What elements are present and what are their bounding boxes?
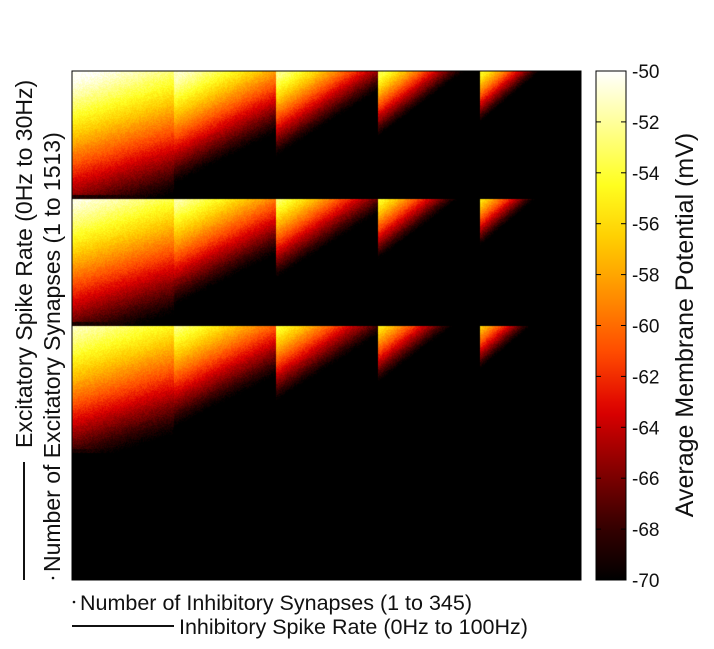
- x-label-marker-dot: [72, 600, 76, 604]
- colorbar-tick-label: -68: [632, 520, 659, 541]
- x-axis-label-primary: Number of Inhibitory Synapses (1 to 345): [80, 591, 472, 615]
- y-axis-label-secondary: Number of Excitatory Synapses (1 to 1513…: [39, 132, 65, 572]
- colorbar-tick-label: -70: [632, 571, 659, 592]
- colorbar-tick-label: -54: [632, 164, 660, 185]
- y-axis: Excitatory Spike Rate (0Hz to 30Hz) Numb…: [11, 80, 65, 580]
- y-label-marker-dot: [51, 576, 55, 580]
- colorbar: -50 -52 -54 -56 -58 -60 -62 -64 -66 -68 -70 Averag…: [595, 62, 699, 592]
- x-axis-label-secondary: Inhibitory Spike Rate (0Hz to 100Hz): [179, 615, 528, 639]
- x-axis: Number of Inhibitory Synapses (1 to 345)…: [72, 591, 528, 639]
- colorbar-tick-label: -64: [632, 418, 660, 439]
- colorbar-tick-label: -56: [632, 215, 659, 236]
- colorbar-tick-label: -50: [632, 62, 659, 83]
- y-axis-label-primary: Excitatory Spike Rate (0Hz to 30Hz): [11, 80, 37, 448]
- heatmap-canvas: [72, 71, 581, 580]
- colorbar-label: Average Membrane Potential (mV): [671, 133, 699, 517]
- colorbar-ticks: -50 -52 -54 -56 -58 -60 -62 -64 -66 -68 -70: [596, 62, 660, 592]
- colorbar-tick-label: -60: [632, 317, 659, 338]
- heatmap-frame: [71, 70, 582, 581]
- heatmap-canvas-holder: [72, 71, 581, 580]
- colorbar-tick-label: -58: [632, 266, 659, 287]
- colorbar-tick-label: -66: [632, 469, 659, 490]
- heatmap-plot-area: [71, 70, 582, 581]
- colorbar-tick-label: -52: [632, 113, 659, 134]
- colorbar-tick-label: -62: [632, 367, 659, 388]
